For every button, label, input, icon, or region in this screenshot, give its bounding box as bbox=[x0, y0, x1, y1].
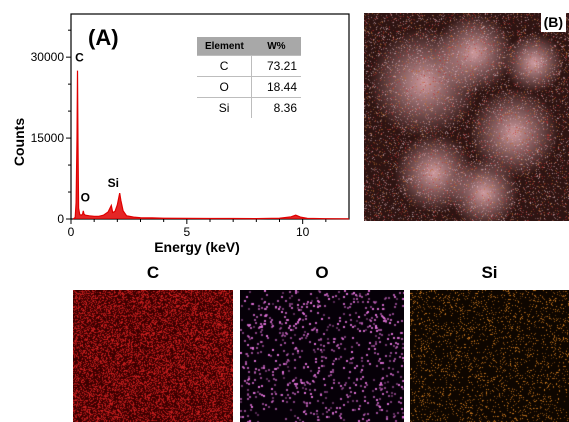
carbon-elemental-map bbox=[73, 290, 233, 422]
header-weight: W% bbox=[251, 37, 301, 56]
element-cell: C bbox=[197, 55, 253, 77]
table-row: Si 8.36 bbox=[197, 97, 301, 118]
overlay-elemental-map: (B) bbox=[364, 13, 569, 221]
peak-labels: C O Si bbox=[75, 50, 119, 204]
panel-label-b: (B) bbox=[540, 13, 566, 32]
silicon-elemental-map bbox=[410, 290, 569, 422]
oxygen-map-title: O bbox=[315, 263, 329, 282]
y-tick-label: 15000 bbox=[31, 131, 65, 145]
y-axis-title: Counts bbox=[11, 118, 27, 166]
peak-label-c: C bbox=[75, 50, 84, 64]
y-tick-label: 30000 bbox=[31, 50, 65, 64]
panel-label-a: (A) bbox=[88, 25, 119, 50]
table-header-row: Element W% bbox=[197, 37, 301, 56]
silicon-map-image bbox=[410, 290, 569, 422]
element-cell: O bbox=[197, 76, 253, 98]
composition-table: Element W% C 73.21 O 18.44 Si 8.36 bbox=[197, 37, 301, 118]
x-tick-label: 10 bbox=[296, 225, 310, 239]
silicon-map-title: Si bbox=[481, 263, 498, 282]
header-element: Element bbox=[197, 37, 252, 56]
weight-cell: 8.36 bbox=[251, 97, 301, 118]
element-cell: Si bbox=[197, 97, 253, 118]
oxygen-map-image bbox=[240, 290, 404, 422]
oxygen-elemental-map bbox=[240, 290, 404, 422]
carbon-map-title: C bbox=[146, 263, 160, 282]
table-row: O 18.44 bbox=[197, 76, 301, 98]
x-axis-title: Energy (keV) bbox=[154, 239, 240, 255]
overlay-map-image bbox=[364, 13, 569, 221]
table-row: C 73.21 bbox=[197, 55, 301, 77]
weight-cell: 18.44 bbox=[251, 76, 301, 98]
weight-cell: 73.21 bbox=[251, 55, 301, 77]
peak-label-o: O bbox=[81, 191, 90, 205]
x-tick-label: 5 bbox=[183, 225, 190, 239]
spectrum-series bbox=[72, 70, 350, 220]
y-tick-label: 0 bbox=[57, 212, 64, 226]
carbon-map-image bbox=[73, 290, 233, 422]
x-tick-label: 0 bbox=[68, 225, 75, 239]
peak-label-si: Si bbox=[108, 176, 119, 190]
spectrum-line bbox=[72, 70, 350, 220]
chart-ticks: 0 5 10 0 15000 30000 bbox=[31, 29, 327, 239]
